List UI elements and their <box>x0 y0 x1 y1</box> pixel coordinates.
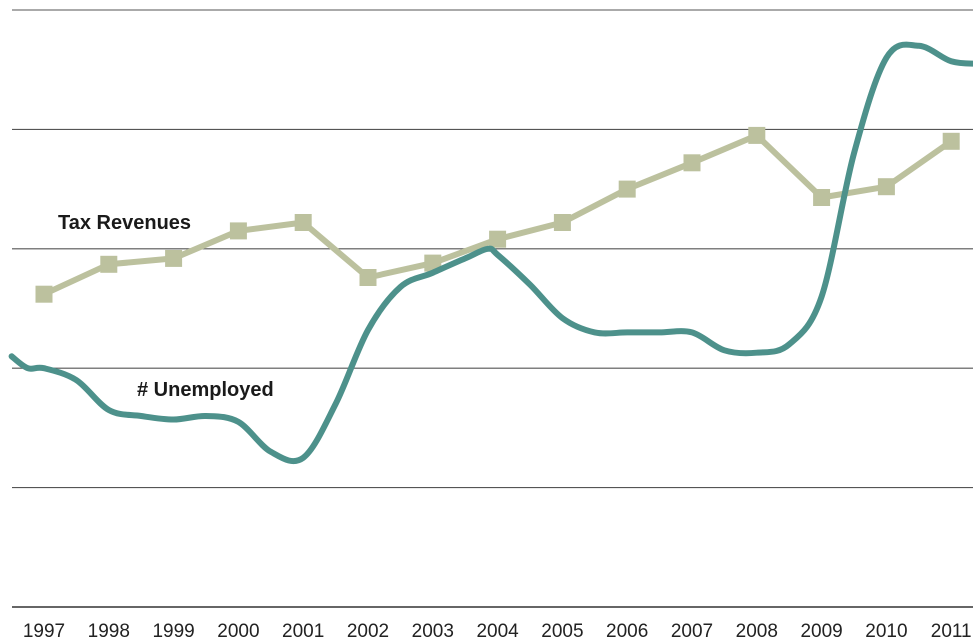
tax-revenues-point <box>295 214 312 231</box>
x-tick-label: 2008 <box>736 621 778 641</box>
x-tick-label: 1997 <box>23 621 65 641</box>
x-tick-label: 2004 <box>476 621 519 641</box>
x-tick-label: 2006 <box>606 621 648 641</box>
unemployed-series-label: # Unemployed <box>137 379 274 401</box>
tax-revenues-point <box>230 222 247 239</box>
x-tick-label: 2010 <box>865 621 907 641</box>
tax-revenues-point <box>684 154 701 171</box>
x-tick-label: 2000 <box>217 621 259 641</box>
tax-revenues-point <box>489 231 506 248</box>
tax-revenues-series-label: Tax Revenues <box>58 212 191 234</box>
x-tick-label: 2011 <box>931 621 972 641</box>
x-tick-label: 2005 <box>541 621 583 641</box>
tax-revenues-point <box>943 133 960 150</box>
x-tick-label: 1998 <box>88 621 130 641</box>
tax-revenues-point <box>619 181 636 198</box>
x-tick-label: 1999 <box>152 621 194 641</box>
x-tick-label: 2001 <box>282 621 324 641</box>
x-tick-label: 2009 <box>800 621 842 641</box>
tax-revenues-point <box>813 189 830 206</box>
tax-revenues-point <box>36 286 53 303</box>
x-tick-label: 2003 <box>412 621 454 641</box>
tax-revenues-point <box>360 269 377 286</box>
gridlines <box>12 10 973 607</box>
x-tick-label: 2002 <box>347 621 389 641</box>
tax-revenues-point <box>165 250 182 267</box>
x-axis-tick-labels: 1997 1998 1999 2000 2001 2002 2003 2004 2005 2006… <box>23 621 972 641</box>
x-tick-label: 2007 <box>671 621 713 641</box>
tax-revenues-point <box>878 178 895 195</box>
tax-revenues-point <box>554 214 571 231</box>
tax-revenues-point <box>748 127 765 144</box>
tax-revenues-point <box>100 256 117 273</box>
